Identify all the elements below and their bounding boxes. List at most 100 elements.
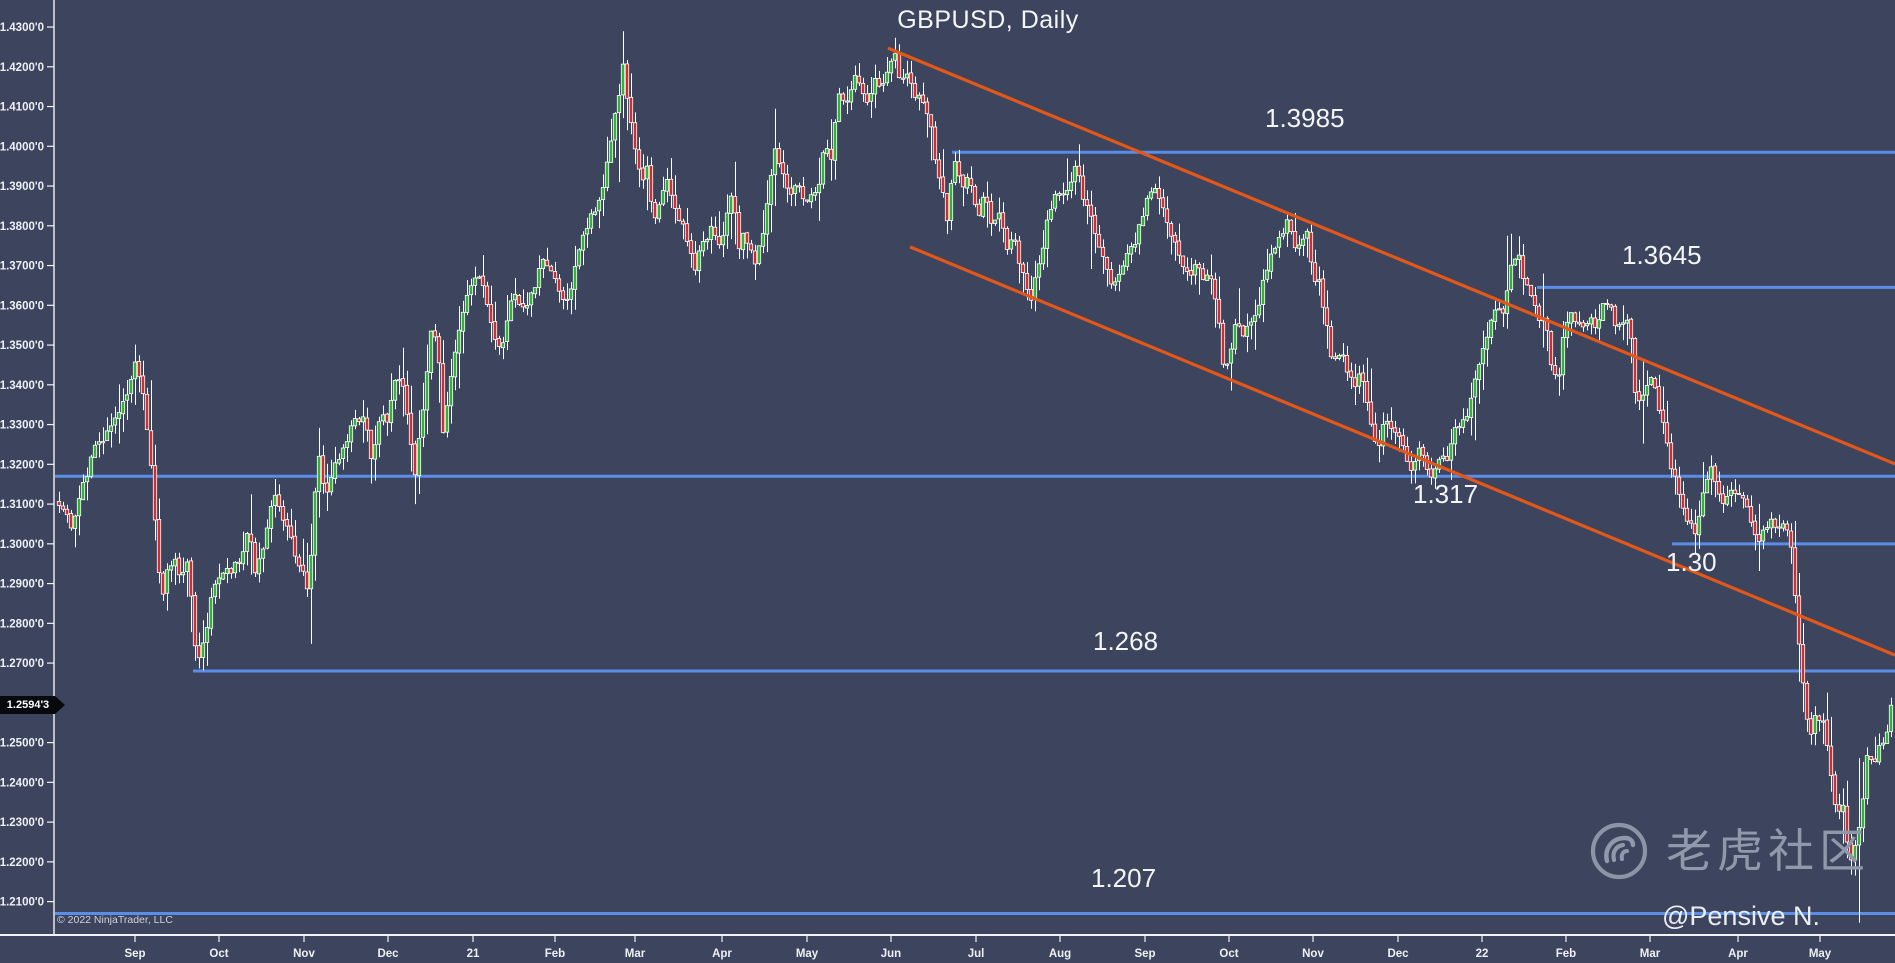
- candle-down: [1580, 322, 1586, 328]
- candle-down: [936, 159, 942, 179]
- tiger-logo-icon: [1590, 822, 1648, 880]
- candle-down: [932, 126, 938, 161]
- watermark-community-name: 老虎社区: [1666, 825, 1870, 877]
- candle-down: [152, 465, 158, 521]
- candle-down: [492, 321, 498, 340]
- price-tick-label: 1.3900'0: [0, 181, 44, 193]
- candle-up: [476, 276, 482, 279]
- candle-up: [380, 414, 386, 422]
- candle-down: [1752, 520, 1758, 536]
- candle-down: [1500, 308, 1506, 314]
- candle-down: [1572, 312, 1578, 322]
- candle-up: [580, 234, 586, 251]
- candle-up: [264, 527, 270, 549]
- candle-down: [560, 290, 566, 300]
- candle-up: [1192, 264, 1198, 276]
- price-tick-label: 1.2500'0: [0, 738, 44, 750]
- candle-down: [280, 506, 286, 521]
- month-label: Mar: [625, 948, 646, 960]
- candle-down: [976, 203, 982, 216]
- candle-down: [1444, 456, 1450, 461]
- candle-up: [1280, 233, 1286, 237]
- candle-down: [56, 500, 62, 506]
- level-price-label: 1.207: [1091, 863, 1157, 893]
- candle-down: [1020, 263, 1026, 274]
- candle-down: [924, 101, 930, 115]
- candle-up: [588, 213, 594, 229]
- candle-down: [1716, 480, 1722, 495]
- candle-up: [600, 187, 606, 201]
- candle-down: [1636, 391, 1642, 402]
- candle-up: [1696, 515, 1702, 536]
- candle-up: [272, 494, 278, 506]
- month-label: Oct: [1219, 948, 1238, 960]
- candle-down: [1292, 230, 1298, 249]
- candle-up: [1032, 277, 1038, 300]
- trend-channel-upper-line[interactable]: [887, 46, 1895, 466]
- trend-channel-lower-line[interactable]: [909, 245, 1895, 657]
- candle-down: [1100, 246, 1106, 257]
- candle-up: [536, 268, 542, 288]
- month-label: Jul: [968, 948, 985, 960]
- candle-down: [1548, 331, 1554, 366]
- candle-up: [308, 554, 314, 590]
- candle-down: [1544, 317, 1550, 331]
- candle-up: [80, 481, 86, 501]
- last-price-tag: 1.2594'3: [0, 696, 65, 714]
- candle-up: [1852, 845, 1858, 860]
- candle-up: [376, 421, 382, 445]
- price-tick-label: 1.4200'0: [0, 62, 44, 74]
- candle-down: [440, 363, 446, 433]
- candle-down: [636, 149, 642, 170]
- candle-up: [1340, 354, 1346, 357]
- candle-up: [1472, 378, 1478, 398]
- candle-up: [1760, 529, 1766, 542]
- candle-down: [1360, 372, 1366, 382]
- candle-up: [416, 437, 422, 477]
- candle-up: [76, 498, 82, 517]
- candle-down: [1848, 842, 1854, 861]
- candle-down: [1656, 386, 1662, 412]
- level-price-label: 1.3985: [1265, 103, 1345, 133]
- candle-up: [116, 412, 122, 420]
- candle-down: [1092, 214, 1098, 234]
- candle-down: [1164, 208, 1170, 223]
- price-tick-label: 1.3300'0: [0, 420, 44, 432]
- candle-up: [992, 219, 998, 224]
- price-tick-label: 1.3800'0: [0, 221, 44, 233]
- candle-up: [132, 361, 138, 380]
- candle-down: [692, 252, 698, 271]
- candle-up: [1644, 385, 1650, 396]
- candle-up: [1496, 308, 1502, 311]
- candle-up: [256, 558, 262, 575]
- candle-up: [88, 456, 94, 477]
- candle-down: [520, 303, 526, 308]
- candle-up: [1132, 243, 1138, 248]
- candle-up: [620, 63, 626, 96]
- candle-down: [928, 114, 934, 128]
- candle-down: [1396, 432, 1402, 437]
- candle-down: [1320, 278, 1326, 308]
- candle-up: [508, 300, 514, 322]
- candle-down: [544, 259, 550, 267]
- candle-up: [168, 565, 174, 571]
- candle-up: [1128, 246, 1134, 255]
- candle-down: [648, 165, 654, 202]
- candle-down: [516, 294, 522, 305]
- candle-down: [680, 220, 686, 225]
- candle-up: [1452, 427, 1458, 445]
- candle-up: [1488, 319, 1494, 338]
- candle-down: [1388, 420, 1394, 429]
- candle-down: [1676, 476, 1682, 495]
- candle-up: [740, 232, 746, 251]
- candle-down: [1664, 422, 1670, 444]
- candle-down: [1308, 231, 1314, 263]
- candle-up: [1356, 373, 1362, 387]
- candle-up: [1840, 804, 1846, 813]
- candle-up: [1596, 319, 1602, 329]
- candle-down: [1196, 264, 1202, 269]
- candle-up: [696, 250, 702, 272]
- candle-down: [1372, 423, 1378, 442]
- candle-up: [1232, 324, 1238, 350]
